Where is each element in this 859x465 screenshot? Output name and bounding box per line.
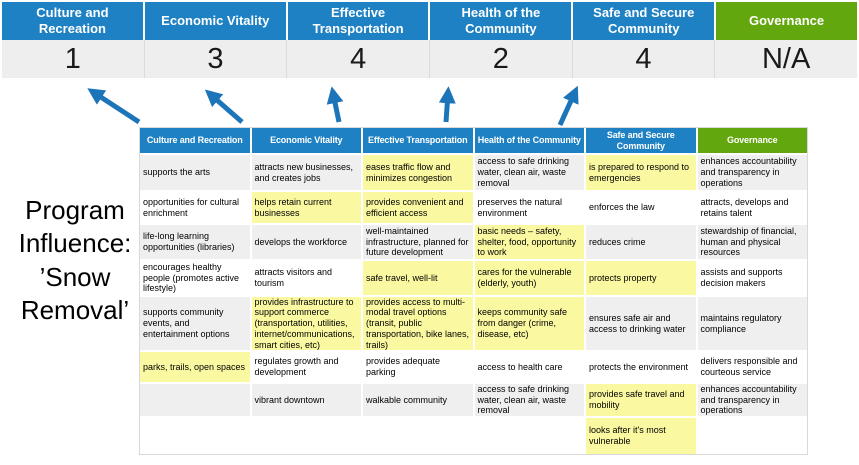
priority-score-row: 1 3 4 2 4 N/A	[2, 40, 857, 78]
matrix-cell: attracts, develops and retains talent	[697, 192, 807, 223]
priority-header-row: Culture and Recreation Economic Vitality E…	[2, 2, 857, 40]
matrix-header-effective-transportation: Effective Transportation	[363, 128, 473, 153]
priority-header-health-of-the-community: Health of the Community	[430, 2, 572, 40]
matrix-cell	[140, 418, 250, 454]
matrix-cell: access to safe drinking water, clean air…	[474, 155, 584, 190]
up-arrow-icon	[438, 86, 456, 123]
priority-header-effective-transportation: Effective Transportation	[287, 2, 429, 40]
matrix-cell-highlighted: provides safe travel and mobility	[586, 384, 696, 416]
matrix-cell: walkable community	[363, 384, 473, 416]
influence-matrix: Culture and Recreation Economic Vitality E…	[139, 127, 808, 455]
matrix-cell: well-maintained infrastructure, planned …	[363, 225, 473, 259]
priority-score-health-of-the-community: 2	[430, 40, 572, 78]
matrix-cell: life-long learning opportunities (librar…	[140, 225, 250, 259]
matrix-cell: regulates growth and development	[251, 352, 361, 382]
matrix-cell: opportunities for cultural enrichment	[140, 192, 250, 223]
priority-score-culture-and-recreation: 1	[2, 40, 144, 78]
matrix-header-governance: Governance	[697, 128, 807, 153]
matrix-cell: attracts visitors and tourism	[251, 261, 361, 295]
matrix-cell-highlighted: cares for the vulnerable (elderly, youth…	[474, 261, 584, 295]
matrix-cell-highlighted: provides convenient and efficient access	[363, 192, 473, 223]
matrix-cell-highlighted: provides infrastructure to support comme…	[251, 297, 361, 350]
priority-scoreboard: Culture and Recreation Economic Vitality E…	[2, 2, 857, 78]
matrix-cell: stewardship of financial, human and phys…	[697, 225, 807, 259]
matrix-header-culture-and-recreation: Culture and Recreation	[140, 128, 250, 153]
matrix-header-health-of-the-community: Health of the Community	[474, 128, 584, 153]
priority-header-culture-and-recreation: Culture and Recreation	[2, 2, 143, 40]
priority-header-governance: Governance	[716, 2, 857, 40]
matrix-cell: preserves the natural environment	[474, 192, 584, 223]
up-arrow-icon	[326, 86, 344, 123]
matrix-cell-highlighted: is prepared to respond to emergencies	[586, 155, 696, 190]
matrix-cell: delivers responsible and courteous servi…	[697, 352, 807, 382]
matrix-cell	[474, 418, 584, 454]
matrix-cell: assists and supports decision makers	[697, 261, 807, 295]
priority-score-effective-transportation: 4	[287, 40, 429, 78]
matrix-cell: ensures safe air and access to drinking …	[586, 297, 696, 350]
matrix-cell-highlighted: parks, trails, open spaces	[140, 352, 250, 382]
matrix-cell: provides adequate parking	[363, 352, 473, 382]
matrix-header-economic-vitality: Economic Vitality	[251, 128, 361, 153]
matrix-cell-highlighted: keeps community safe from danger (crime,…	[474, 297, 584, 350]
matrix-cell: supports the arts	[140, 155, 250, 190]
matrix-cell: develops the workforce	[251, 225, 361, 259]
matrix-cell: reduces crime	[586, 225, 696, 259]
matrix-cell: attracts new businesses, and creates job…	[251, 155, 361, 190]
matrix-cell: protects the environment	[586, 352, 696, 382]
matrix-cell-highlighted: protects property	[586, 261, 696, 295]
matrix-header-safe-and-secure-community: Safe and Secure Community	[586, 128, 696, 153]
up-arrow-icon	[87, 88, 141, 125]
matrix-cell-highlighted: looks after it's most vulnerable	[586, 418, 696, 454]
matrix-cell: access to safe drinking water, clean air…	[474, 384, 584, 416]
priority-header-safe-and-secure-community: Safe and Secure Community	[573, 2, 715, 40]
matrix-cell: access to health care	[474, 352, 584, 382]
matrix-cell: enhances accountability and transparency…	[697, 155, 807, 190]
matrix-cell: enhances accountability and transparency…	[697, 384, 807, 416]
program-influence-label: Program Influence: ’Snow Removal’	[18, 195, 132, 325]
matrix-cell: supports community events, and entertain…	[140, 297, 250, 350]
matrix-cell-highlighted: safe travel, well-lit	[363, 261, 473, 295]
matrix-cell	[140, 384, 250, 416]
matrix-cell: vibrant downtown	[251, 384, 361, 416]
up-arrow-icon	[557, 85, 579, 127]
matrix-cell-highlighted: eases traffic flow and minimizes congest…	[363, 155, 473, 190]
priority-score-economic-vitality: 3	[144, 40, 287, 78]
priority-score-governance: N/A	[715, 40, 857, 78]
matrix-cell	[363, 418, 473, 454]
priority-score-safe-and-secure-community: 4	[572, 40, 715, 78]
priority-header-economic-vitality: Economic Vitality	[144, 2, 286, 40]
matrix-cell-highlighted: provides access to multi-modal travel op…	[363, 297, 473, 350]
matrix-cell	[697, 418, 807, 454]
matrix-cell	[251, 418, 361, 454]
matrix-cell-highlighted: basic needs – safety, shelter, food, opp…	[474, 225, 584, 259]
matrix-cell: maintains regulatory compliance	[697, 297, 807, 350]
matrix-cell: enforces the law	[586, 192, 696, 223]
matrix-cell-highlighted: helps retain current businesses	[251, 192, 361, 223]
matrix-cell: encourages healthy people (promotes acti…	[140, 261, 250, 295]
up-arrow-icon	[204, 89, 244, 124]
